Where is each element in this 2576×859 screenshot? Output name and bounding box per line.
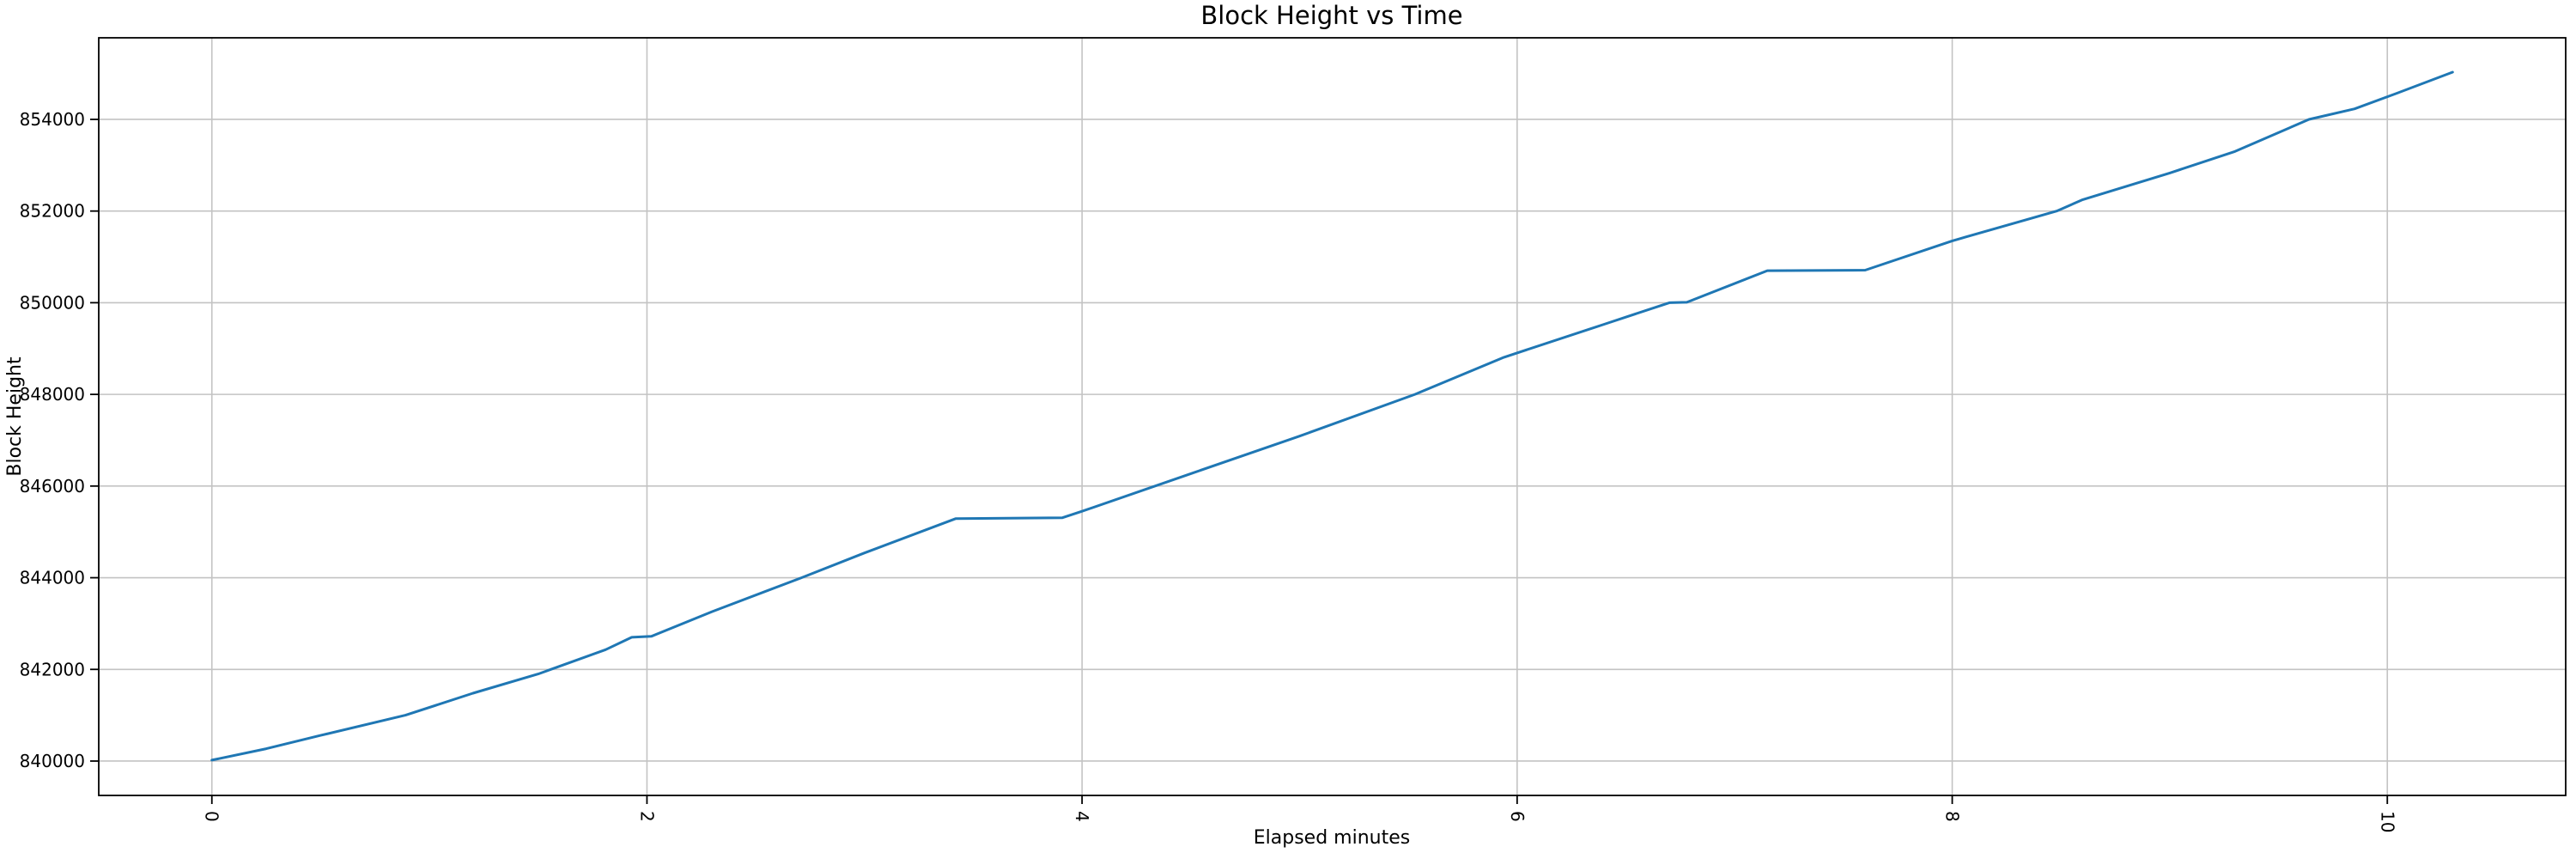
plot-border bbox=[98, 37, 2567, 796]
x-tick-label: 2 bbox=[636, 811, 657, 822]
y-tick-label: 842000 bbox=[20, 659, 85, 679]
grid-layer bbox=[99, 38, 2566, 795]
y-tick-label: 854000 bbox=[20, 109, 85, 130]
x-axis-label: Elapsed minutes bbox=[1254, 827, 1410, 849]
y-tick-label: 844000 bbox=[20, 568, 85, 588]
data-layer bbox=[210, 70, 2454, 762]
x-tick-label: 10 bbox=[2377, 811, 2397, 832]
x-tick-label: 8 bbox=[1942, 811, 1963, 822]
x-tick-label: 4 bbox=[1072, 811, 1092, 822]
y-tick-label: 848000 bbox=[20, 384, 85, 405]
y-tick-label: 846000 bbox=[20, 476, 85, 497]
chart-title: Block Height vs Time bbox=[1200, 1, 1462, 30]
x-tick-label: 6 bbox=[1507, 811, 1528, 822]
x-tick-label: 0 bbox=[202, 811, 222, 822]
series-line-block-height bbox=[210, 70, 2454, 762]
axis-layer: 0 2 4 6 8 10 840000 842000 844000 846000 848000 850… bbox=[20, 37, 2567, 832]
y-axis-label: Block Height bbox=[4, 356, 26, 477]
y-tick-label: 840000 bbox=[20, 751, 85, 771]
y-tick-label: 852000 bbox=[20, 201, 85, 222]
y-tick-label: 850000 bbox=[20, 292, 85, 313]
